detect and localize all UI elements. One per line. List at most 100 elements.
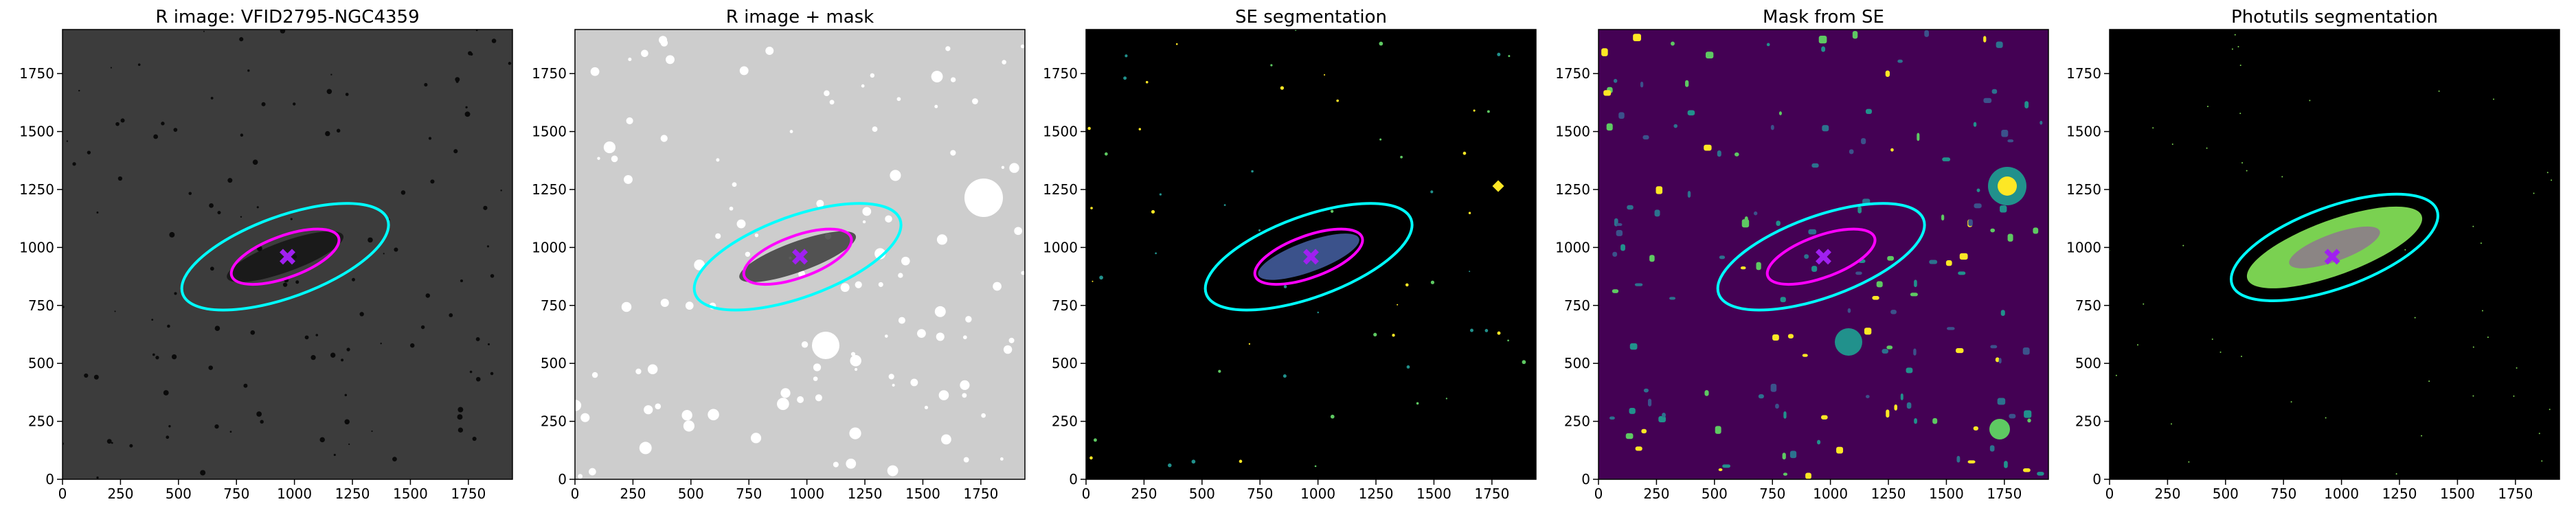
mask-blob [1776, 220, 1781, 226]
mask-blob [1998, 176, 2017, 196]
segment [2472, 346, 2474, 348]
star [330, 352, 336, 358]
star [214, 424, 219, 429]
mask-blob [1847, 308, 1851, 313]
star [468, 51, 473, 56]
mask-hole [655, 403, 662, 410]
mask-blob [1687, 110, 1695, 116]
segment [1223, 204, 1226, 207]
segment [1330, 209, 1334, 213]
segment [2246, 170, 2248, 172]
mask-hole [884, 334, 888, 338]
mask-hole [993, 282, 1002, 291]
star [346, 347, 350, 352]
star [152, 353, 155, 356]
mask-hole [1014, 227, 1023, 236]
segment [1092, 280, 1094, 282]
star [169, 231, 175, 238]
star [243, 383, 248, 388]
mask-hole [934, 306, 946, 317]
mask-blob [1782, 453, 1786, 460]
x-tick-label: 1000 [277, 485, 312, 502]
mask-blob [1620, 244, 1625, 251]
mask-blob [1890, 148, 1894, 152]
mask-blob [2024, 410, 2032, 418]
mask-blob [1601, 48, 1608, 56]
y-tick-label: 500 [1052, 355, 1078, 371]
star [240, 216, 242, 218]
star [84, 373, 89, 378]
y-tick-label: 1000 [1555, 239, 1590, 255]
segment [1251, 170, 1254, 173]
segment [2239, 113, 2241, 115]
x-tick-label: 0 [2105, 485, 2114, 502]
y-tick-label: 500 [2075, 355, 2101, 371]
star [333, 453, 336, 457]
star [348, 443, 350, 446]
mask-hole [647, 364, 658, 375]
x-tick-label: 0 [1594, 485, 1603, 502]
panel-image [575, 30, 1025, 479]
x-tick-label: 1250 [2382, 485, 2417, 502]
aperture-ellipse [742, 227, 853, 286]
segment [2115, 374, 2117, 376]
star [111, 442, 113, 444]
segment [1104, 152, 1108, 156]
star [486, 245, 490, 248]
star [336, 128, 341, 133]
y-tick-label: 0 [1069, 471, 1078, 488]
y-tick-label: 750 [28, 297, 54, 314]
segment [1373, 332, 1377, 336]
y-tick-label: 750 [1564, 297, 1590, 314]
star [295, 280, 300, 284]
mask-hole [931, 71, 943, 82]
mask-hole [898, 317, 905, 324]
mask-hole [603, 141, 615, 154]
x-tick-label: 1500 [1929, 485, 1964, 502]
y-tick-label: 1500 [19, 124, 54, 140]
mask-blob [1662, 413, 1666, 417]
star [260, 420, 264, 424]
star [171, 354, 177, 360]
mask-hole [644, 405, 653, 415]
segment [1522, 360, 1526, 365]
segment [1487, 110, 1490, 113]
x-tick-label: 1250 [335, 485, 370, 502]
y-tick-label: 1250 [19, 181, 54, 198]
mask-hole [854, 367, 858, 371]
mask-blob [1817, 439, 1821, 445]
mask-hole [575, 400, 582, 411]
mask-blob [1849, 149, 1854, 154]
mask-hole [924, 405, 929, 410]
segment-core [2289, 226, 2380, 268]
mask-blob [1990, 228, 1996, 233]
star [110, 67, 112, 69]
mask-hole [901, 256, 910, 266]
star [410, 343, 415, 348]
star [457, 407, 464, 413]
mask-blob [1990, 345, 1998, 349]
axes-frame [1085, 29, 1537, 480]
x-tick-label: 250 [1131, 485, 1157, 502]
star [325, 130, 330, 137]
mask-hole [855, 281, 862, 288]
segment [1462, 151, 1467, 155]
segment [1392, 334, 1395, 337]
segment [2472, 395, 2474, 397]
star [483, 205, 488, 210]
star [155, 356, 159, 360]
mask-blob [1635, 446, 1642, 451]
segment [1125, 54, 1128, 58]
segment [2541, 460, 2543, 462]
mask-blob [1983, 98, 1992, 103]
mask-hole [591, 371, 598, 378]
mask-hole [683, 420, 694, 432]
mask-blob [1789, 450, 1797, 459]
segment [1239, 459, 1243, 464]
mask-blob [1766, 43, 1770, 47]
x-tick-label: 250 [620, 485, 646, 502]
panel-title: R image: VFID2795-NGC4359 [155, 7, 419, 27]
star [163, 390, 169, 396]
star [487, 343, 490, 345]
x-tick-label: 1250 [848, 485, 883, 502]
